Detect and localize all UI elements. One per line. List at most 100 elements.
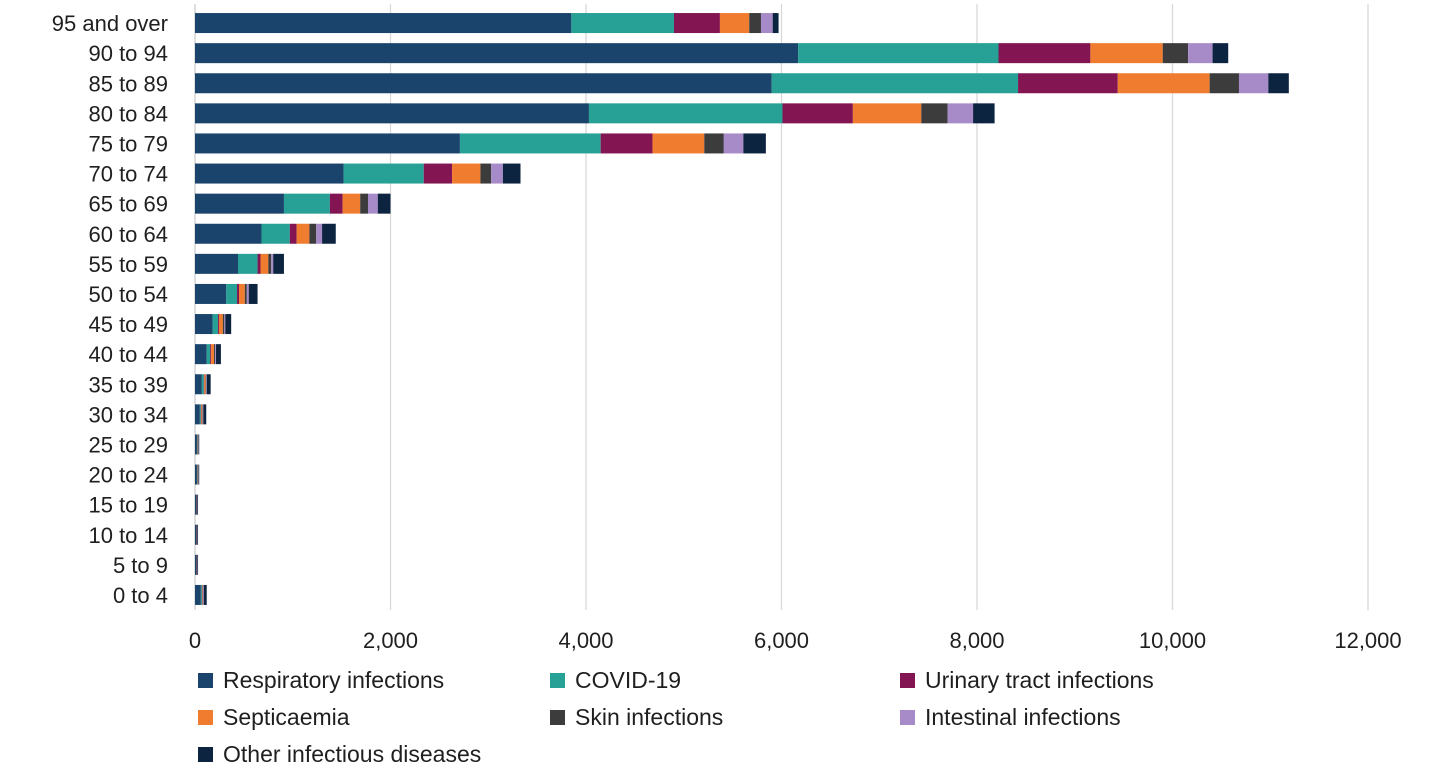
- category-label: 15 to 19: [88, 493, 168, 518]
- legend-swatch: [198, 747, 213, 762]
- bar-segment-other-infectious-diseases: [198, 464, 200, 485]
- legend-swatch: [900, 673, 915, 688]
- bar-segment-skin-infections: [244, 283, 247, 304]
- legend-item: Respiratory infections: [198, 662, 444, 699]
- bar-segment-other-infectious-diseases: [206, 374, 211, 395]
- bar-segment-intestinal-infections: [723, 133, 744, 154]
- bar-segment-urinary-tract-infections: [210, 344, 212, 365]
- bar-segment-intestinal-infections: [947, 103, 974, 124]
- bar-segment-urinary-tract-infections: [201, 584, 203, 605]
- legend-swatch: [198, 673, 213, 688]
- bar-segment-intestinal-infections: [316, 223, 323, 244]
- bar-segment-urinary-tract-infections: [237, 283, 239, 304]
- bar-segment-covid-19: [196, 464, 198, 485]
- bar-segment-covid-19: [798, 43, 999, 64]
- bar-segment-covid-19: [226, 283, 238, 304]
- bar-segment-other-infectious-diseases: [225, 314, 232, 335]
- category-label: 60 to 64: [88, 222, 168, 247]
- bar-segment-septicaemia: [238, 283, 245, 304]
- bar-segment-intestinal-infections: [271, 253, 274, 274]
- bar-segment-other-infectious-diseases: [203, 404, 207, 425]
- bar-segment-covid-19: [200, 584, 202, 605]
- legend-swatch: [550, 710, 565, 725]
- bar-segment-intestinal-infections: [206, 374, 207, 395]
- bar-segment-other-infectious-diseases: [973, 103, 995, 124]
- x-tick-label: 6,000: [754, 628, 809, 653]
- bar-segment-covid-19: [199, 404, 201, 425]
- bar-segment-respiratory-infections: [195, 283, 227, 304]
- bar-segment-respiratory-infections: [195, 584, 201, 605]
- bar-segment-intestinal-infections: [491, 163, 503, 184]
- legend-label: Septicaemia: [223, 704, 350, 730]
- gridlines: [194, 4, 1369, 610]
- legend-item: Intestinal infections: [900, 699, 1121, 736]
- bar-segment-intestinal-infections: [224, 314, 226, 335]
- x-tick-label: 12,000: [1334, 628, 1401, 653]
- bar-segment-other-infectious-diseases: [203, 584, 207, 605]
- x-tick-label: 2,000: [363, 628, 418, 653]
- x-tick-label: 8,000: [949, 628, 1004, 653]
- category-label: 80 to 84: [88, 101, 168, 126]
- legend-label: Urinary tract infections: [925, 667, 1154, 693]
- legend-item: Skin infections: [550, 699, 723, 736]
- bar-segment-respiratory-infections: [195, 13, 572, 34]
- bar-segment-septicaemia: [196, 524, 198, 545]
- bar-segment-covid-19: [283, 193, 330, 214]
- category-label: 45 to 49: [88, 312, 168, 337]
- bar-segment-skin-infections: [1162, 43, 1189, 64]
- category-label: 55 to 59: [88, 252, 168, 277]
- bar-segment-respiratory-infections: [195, 43, 799, 64]
- bar-segment-intestinal-infections: [1188, 43, 1213, 64]
- stacked-bar-chart: 95 and over 90 to 94 85 to 89 80 to 84 75 to…: [52, 4, 1402, 653]
- bar-segment-urinary-tract-infections: [423, 163, 453, 184]
- bar-segment-skin-infections: [309, 223, 317, 244]
- legend-item: Septicaemia: [198, 699, 350, 736]
- bar-segment-urinary-tract-infections: [329, 193, 343, 214]
- bar-segment-intestinal-infections: [246, 283, 249, 304]
- bar-segment-septicaemia: [342, 193, 361, 214]
- bar-segment-other-infectious-diseases: [216, 344, 221, 365]
- bar-segment-skin-infections: [205, 374, 207, 395]
- bar-segment-skin-infections: [202, 404, 203, 425]
- bar-segment-skin-infections: [749, 13, 761, 34]
- bar-segment-septicaemia: [218, 314, 223, 335]
- bar-segment-other-infectious-diseases: [273, 253, 284, 274]
- bar-segment-septicaemia: [452, 163, 481, 184]
- category-label: 40 to 44: [88, 342, 168, 367]
- bar-segment-septicaemia: [197, 434, 199, 455]
- category-label: 10 to 14: [88, 523, 168, 548]
- category-label: 0 to 4: [113, 583, 168, 608]
- bar-segment-covid-19: [238, 253, 258, 274]
- bar-segment-other-infectious-diseases: [772, 13, 779, 34]
- bar-segment-respiratory-infections: [195, 253, 239, 274]
- bar-segment-septicaemia: [201, 404, 203, 425]
- bar-segment-skin-infections: [268, 253, 272, 274]
- legend-item: COVID-19: [550, 662, 681, 699]
- legend-swatch: [900, 710, 915, 725]
- bar-segment-skin-infections: [222, 314, 225, 335]
- bar-segment-other-infectious-diseases: [502, 163, 521, 184]
- legend-label: Other infectious diseases: [223, 741, 482, 767]
- bar-segment-septicaemia: [202, 584, 203, 605]
- bar-segment-covid-19: [571, 13, 674, 34]
- bar-segment-respiratory-infections: [195, 344, 207, 365]
- bar-segment-other-infectious-diseases: [322, 223, 336, 244]
- bar-segment-intestinal-infections: [197, 494, 198, 515]
- category-label: 25 to 29: [88, 432, 168, 457]
- bar-segment-urinary-tract-infections: [200, 404, 202, 425]
- bar-segment-septicaemia: [1090, 43, 1163, 64]
- bar-segment-septicaemia: [204, 374, 206, 395]
- bar-segment-intestinal-infections: [1238, 73, 1269, 94]
- bar-segment-intestinal-infections: [760, 13, 773, 34]
- category-label: 75 to 79: [88, 131, 168, 156]
- bar-segment-respiratory-infections: [195, 524, 197, 545]
- bar-segment-covid-19: [261, 223, 290, 244]
- bar-segment-septicaemia: [196, 494, 198, 515]
- legend-item: Urinary tract infections: [900, 662, 1154, 699]
- legend-swatch: [198, 710, 213, 725]
- bar-segment-skin-infections: [704, 133, 724, 154]
- bar-segment-respiratory-infections: [195, 193, 284, 214]
- bar-segment-other-infectious-diseases: [248, 283, 258, 304]
- bar-segment-septicaemia: [196, 554, 198, 575]
- bar-segment-urinary-tract-infections: [217, 314, 219, 335]
